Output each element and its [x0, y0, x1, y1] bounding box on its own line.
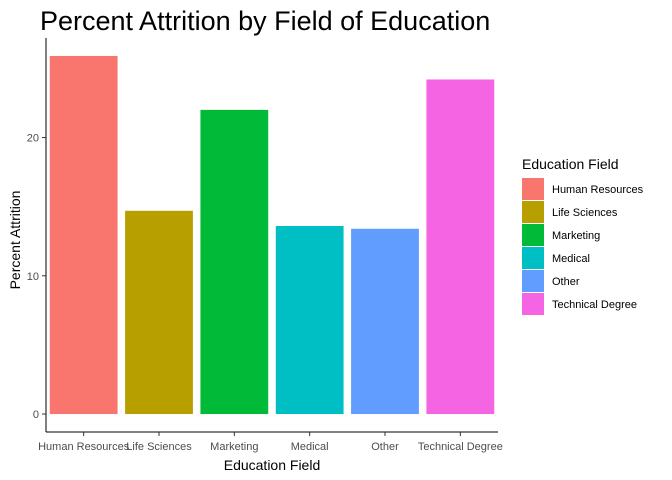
- legend-swatch: [522, 224, 544, 246]
- y-axis-title: Percent Attrition: [7, 191, 23, 290]
- x-tick-label: Life Sciences: [126, 441, 192, 453]
- x-tick-label: Other: [371, 441, 399, 453]
- chart-title: Percent Attrition by Field of Education: [40, 6, 490, 36]
- x-axis-title: Education Field: [224, 457, 321, 473]
- bar-human-resources: [49, 55, 118, 415]
- legend-swatch: [522, 178, 544, 200]
- legend-swatch: [522, 270, 544, 292]
- bar-medical: [275, 226, 344, 415]
- bar-life-sciences: [125, 210, 193, 415]
- legend-swatch: [522, 247, 544, 269]
- legend-label: Human Resources: [552, 184, 644, 196]
- legend-swatch: [522, 201, 544, 223]
- legend-title: Education Field: [522, 156, 619, 172]
- legend-label: Other: [552, 276, 580, 288]
- x-tick-label: Marketing: [210, 441, 258, 453]
- bar-marketing: [200, 109, 269, 415]
- x-tick-label: Technical Degree: [418, 441, 503, 453]
- legend-swatch: [522, 293, 544, 315]
- y-tick-label: 20: [27, 133, 39, 145]
- legend-label: Medical: [552, 253, 590, 265]
- bar-other: [351, 228, 419, 415]
- legend-label: Life Sciences: [552, 207, 618, 219]
- legend-label: Technical Degree: [552, 299, 637, 311]
- x-tick-label: Human Resources: [38, 441, 130, 453]
- y-tick-label: 10: [27, 271, 39, 283]
- x-tick-label: Medical: [291, 441, 329, 453]
- legend: Education Field Human Resources Life Scie…: [522, 156, 644, 315]
- bar-technical-degree: [426, 79, 495, 415]
- y-tick-label: 0: [33, 409, 39, 421]
- legend-label: Marketing: [552, 230, 600, 242]
